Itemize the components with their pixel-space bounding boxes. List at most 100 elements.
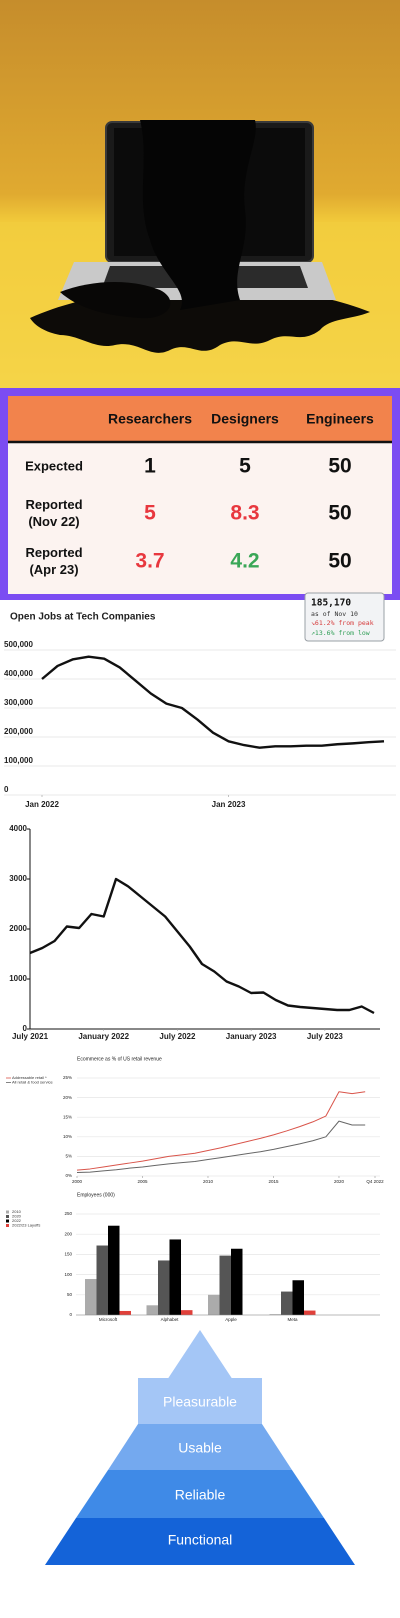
column-header: Designers [211, 411, 279, 427]
y-tick-label: 4000 [9, 824, 27, 833]
table-cell: 5 [239, 455, 251, 478]
y-tick-label: 400,000 [4, 669, 33, 678]
legend-swatch [6, 1210, 9, 1214]
data-line [41, 655, 385, 749]
table-cell: 5 [144, 502, 156, 525]
bar [219, 1255, 231, 1315]
x-tick-label: Q4 2022 [366, 1179, 384, 1184]
row-label: Expected [25, 458, 83, 473]
chart-title: Open Jobs at Tech Companies [10, 612, 156, 623]
legend-label: All retail & food service [12, 1080, 53, 1085]
bar [96, 1245, 108, 1315]
chart-title: Employees (000) [77, 1192, 115, 1198]
x-tick-label: July 2023 [307, 1032, 344, 1041]
data-line [76, 1091, 366, 1171]
y-tick-label: 200 [64, 1231, 72, 1236]
comparison-table [0, 388, 400, 600]
table-cell: 3.7 [135, 550, 164, 573]
legend-label: 2010 [12, 1209, 22, 1214]
tooltip-text: as of Nov 10 [311, 610, 358, 618]
y-tick-label: 50 [67, 1292, 73, 1297]
legend-label: 2022/23 Layoffs [12, 1223, 40, 1228]
bar [108, 1225, 120, 1315]
legend-label: 2020 [12, 1214, 22, 1219]
y-tick-label: 10% [63, 1134, 72, 1139]
legend-label: Addressable retail * [12, 1075, 47, 1080]
table-cell: 4.2 [230, 550, 259, 573]
y-tick-label: 1000 [9, 974, 27, 983]
pyramid-level: Functional [168, 1532, 233, 1548]
column-header: Engineers [306, 411, 374, 427]
y-tick-label: 0 [69, 1312, 72, 1317]
y-tick-label: 25% [63, 1075, 72, 1080]
bar [119, 1310, 131, 1315]
y-tick-label: 250 [64, 1211, 72, 1216]
pyramid-level: Usable [178, 1440, 222, 1456]
y-tick-label: 200,000 [4, 727, 33, 736]
table-cells: Researchers Designers Engineers Expected 1 5 5… [25, 411, 374, 577]
x-tick-label: 2015 [268, 1179, 279, 1184]
charts: Open Jobs at Tech Companies 0 100,000 200,0… [4, 598, 396, 1322]
x-tick-label: Microsoft [99, 1317, 118, 1322]
table-cell: 8.3 [230, 502, 259, 525]
tooltip-text: ↗13.6% from low [311, 629, 370, 637]
bar [158, 1260, 170, 1315]
tooltip-box [304, 592, 385, 642]
x-tick-label: January 2023 [226, 1032, 277, 1041]
y-tick-label: 20% [63, 1095, 72, 1100]
x-tick-label: July 2021 [12, 1032, 49, 1041]
x-tick-label: July 2022 [159, 1032, 196, 1041]
bar [281, 1291, 293, 1315]
legend-swatch [6, 1215, 9, 1218]
y-tick-label: 3000 [9, 874, 27, 883]
row-label: Reported [25, 545, 82, 560]
y-tick-label: 0 [23, 1024, 28, 1033]
row-label: (Apr 23) [29, 562, 78, 577]
bar [304, 1310, 316, 1315]
legend-swatch [6, 1224, 9, 1227]
hero-image [0, 0, 400, 388]
y-tick-label: 100 [64, 1272, 72, 1277]
data-line [29, 877, 375, 1015]
bar [208, 1294, 220, 1315]
bar [269, 1314, 281, 1315]
row-label: Reported [25, 497, 82, 512]
bar [169, 1239, 181, 1315]
x-tick-label: 2010 [203, 1179, 214, 1184]
y-tick-label: 100,000 [4, 756, 33, 765]
legend-label: 2022 [12, 1218, 22, 1223]
pyramid: Pleasurable Usable Reliable Functional [45, 1330, 355, 1565]
y-tick-label: 0 [4, 785, 9, 794]
table-cell: 1 [144, 455, 156, 478]
row-label: (Nov 22) [28, 514, 79, 529]
bar [292, 1280, 304, 1315]
x-tick-label: January 2022 [78, 1032, 129, 1041]
tooltip-text: 185,170 [311, 598, 351, 609]
y-tick-label: 2000 [9, 924, 27, 933]
table-cell: 50 [328, 502, 351, 525]
bar [85, 1279, 97, 1315]
y-tick-label: 15% [63, 1114, 72, 1119]
x-tick-label: Jan 2023 [212, 800, 246, 809]
x-tick-label: 2005 [137, 1179, 148, 1184]
y-tick-label: 300,000 [4, 698, 33, 707]
data-line [76, 1120, 366, 1173]
tooltip-text: ↘61.2% from peak [311, 619, 374, 627]
x-tick-label: Alphabet [161, 1317, 180, 1322]
pyramid-level: Pleasurable [163, 1394, 237, 1410]
legend-swatch [6, 1219, 9, 1223]
table-cell: 50 [328, 550, 351, 573]
x-tick-label: Apple [225, 1317, 237, 1322]
y-tick-label: 0% [65, 1173, 72, 1178]
x-tick-label: Jan 2022 [25, 800, 59, 809]
x-tick-label: 2000 [72, 1179, 83, 1184]
y-tick-label: 500,000 [4, 640, 33, 649]
y-tick-label: 150 [64, 1252, 72, 1257]
chart-title: Ecommerce as % of US retail revenue [77, 1056, 162, 1062]
bar [181, 1310, 193, 1315]
x-tick-label: Meta [287, 1317, 298, 1322]
pyramid-level: Reliable [175, 1487, 226, 1503]
bar [146, 1305, 158, 1315]
